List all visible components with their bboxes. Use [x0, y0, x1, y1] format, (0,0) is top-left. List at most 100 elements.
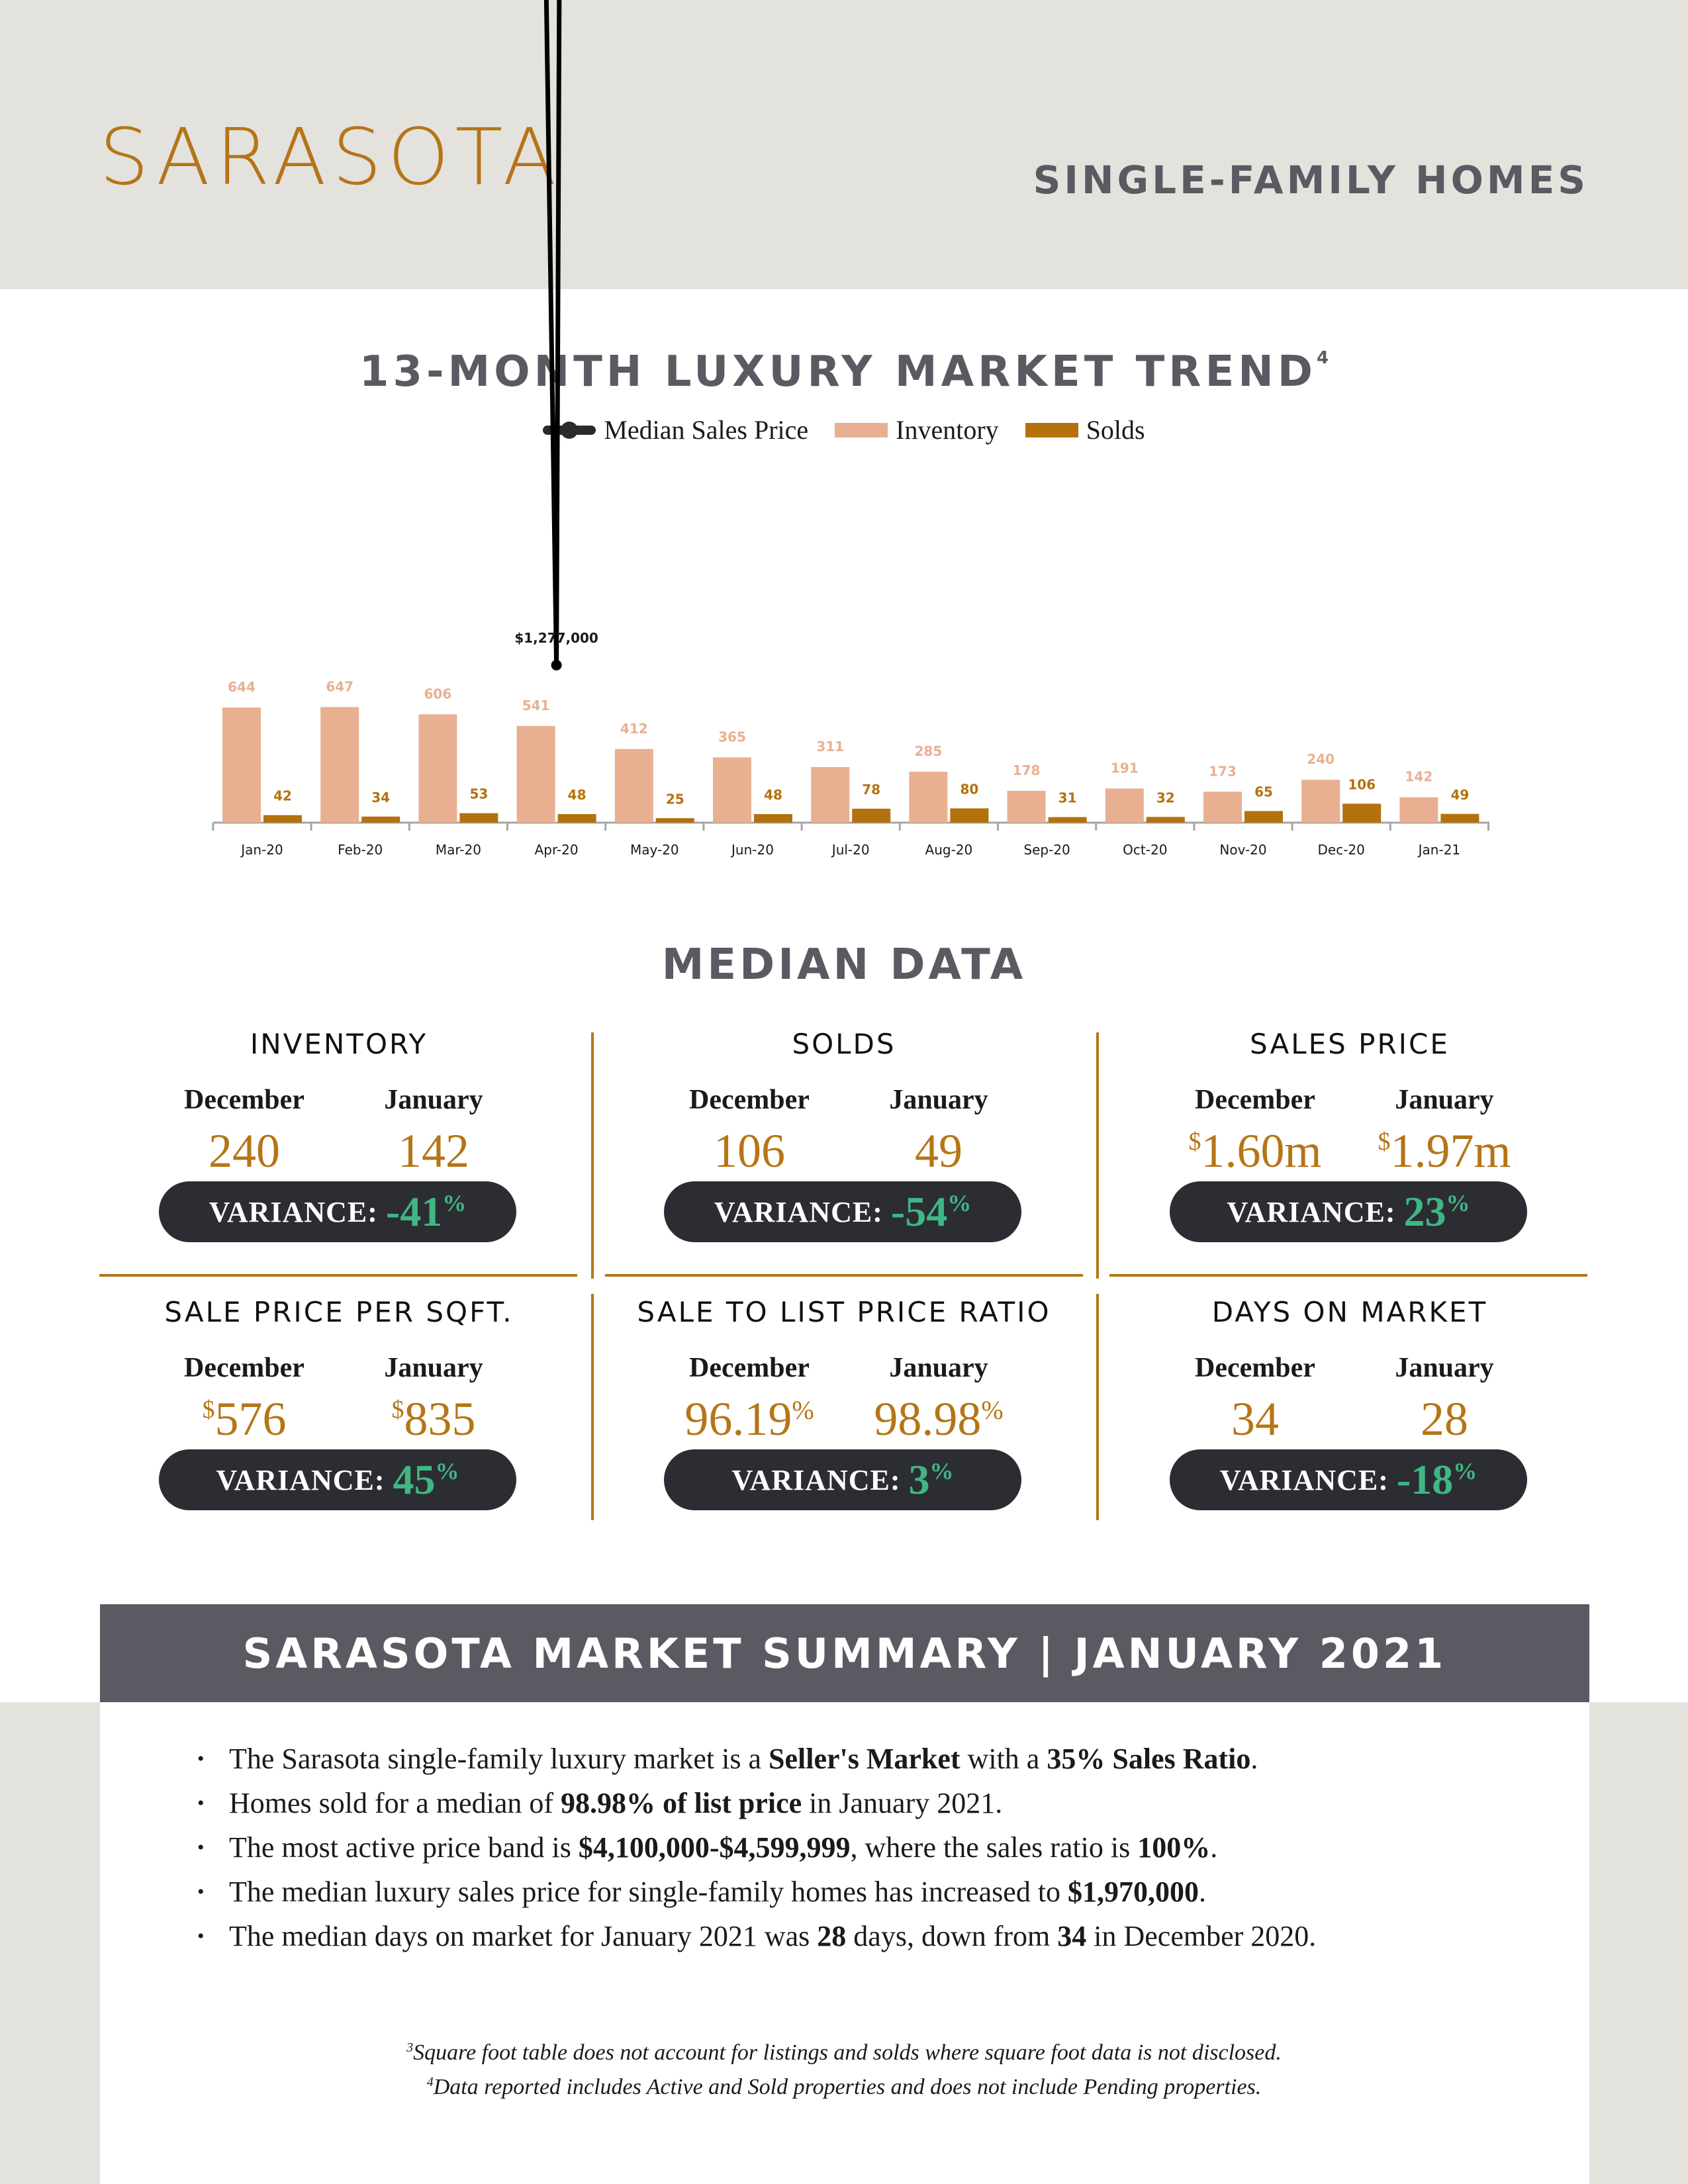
- summary-header: SARASOTA MARKET SUMMARY | JANUARY 2021: [100, 1604, 1589, 1702]
- data-label-inventory: 173: [1209, 763, 1237, 779]
- value-december: 106: [650, 1127, 849, 1175]
- variance-pill: VARIANCE: 45%: [159, 1449, 516, 1510]
- metric-title: SALES PRICE: [1250, 1028, 1450, 1060]
- header-band: [0, 0, 1688, 289]
- bar-inventory: [1105, 788, 1144, 823]
- divider-horizontal-2: [605, 1274, 1083, 1277]
- bar-solds: [459, 813, 498, 823]
- data-label-solds: 34: [371, 790, 390, 805]
- value-prefix: $: [1188, 1128, 1201, 1156]
- summary-text: .: [1199, 1876, 1207, 1908]
- summary-text: .: [1250, 1743, 1258, 1775]
- summary-text: with a: [960, 1743, 1047, 1775]
- value-number: 96.19: [684, 1392, 792, 1445]
- median-cell: SALES PRICE December January $1.60m $1.97m VA…: [1097, 1030, 1603, 1275]
- x-tick-label: Feb-20: [338, 842, 383, 858]
- divider-vertical-3: [591, 1294, 594, 1520]
- summary-text: The median luxury sales price for single…: [229, 1876, 1068, 1908]
- value-january: 49: [839, 1127, 1038, 1175]
- bar-inventory: [1007, 790, 1046, 823]
- x-tick-label: May-20: [630, 842, 679, 858]
- variance-value: 3%: [908, 1456, 954, 1503]
- variance-label: VARIANCE:: [1219, 1463, 1389, 1496]
- variance-pill: VARIANCE: -41%: [159, 1181, 516, 1242]
- bar-solds: [852, 808, 891, 823]
- footnote: 3Square foot table does not account for …: [0, 2033, 1688, 2068]
- value-number: 106: [714, 1124, 785, 1177]
- bar-inventory: [516, 725, 555, 823]
- divider-horizontal-1: [99, 1274, 577, 1277]
- month-label-december: December: [1195, 1353, 1315, 1383]
- legend-label-solds: Solds: [1086, 415, 1145, 445]
- month-label-december: December: [689, 1353, 810, 1383]
- bar-inventory: [1203, 792, 1242, 823]
- bar-inventory: [222, 707, 261, 823]
- trend-title: 13-MONTH LUXURY MARKET TREND4: [0, 349, 1688, 393]
- series-line-median: [543, 0, 562, 668]
- x-tick-label: Jan-20: [240, 842, 283, 858]
- data-label-solds: 32: [1156, 790, 1175, 805]
- value-number: 835: [404, 1392, 476, 1445]
- divider-vertical-2: [1096, 1032, 1099, 1279]
- data-label-inventory: 142: [1405, 769, 1433, 785]
- variance-pill: VARIANCE: 23%: [1170, 1181, 1527, 1242]
- data-label-inventory: 606: [424, 686, 452, 702]
- data-label-inventory: 647: [326, 678, 353, 694]
- variance-suffix: %: [442, 1190, 467, 1216]
- metric-title: INVENTORY: [250, 1028, 428, 1060]
- footnote: 4Data reported includes Active and Sold …: [0, 2068, 1688, 2102]
- month-label-december: December: [689, 1085, 810, 1115]
- month-label-december: December: [184, 1353, 305, 1383]
- footnotes: 3Square foot table does not account for …: [0, 2033, 1688, 2102]
- summary-highlight: Seller's Market: [769, 1743, 961, 1775]
- data-label-inventory: 240: [1307, 751, 1335, 767]
- variance-label: VARIANCE:: [731, 1463, 901, 1496]
- legend-item-solds: Solds: [1025, 417, 1145, 443]
- variance-value: -18%: [1396, 1456, 1477, 1503]
- x-tick-label: Jan-21: [1417, 842, 1461, 858]
- variance-suffix: %: [1446, 1190, 1470, 1216]
- divider-vertical-1: [591, 1032, 594, 1279]
- data-label-solds: 48: [764, 787, 782, 803]
- x-tick-label: Aug-20: [925, 842, 973, 858]
- value-number: 28: [1421, 1392, 1468, 1445]
- summary-text: Homes sold for a median of: [229, 1787, 561, 1819]
- median-cell: SALE TO LIST PRICE RATIO December January 9…: [591, 1298, 1097, 1543]
- data-label-inventory: 178: [1013, 762, 1041, 778]
- summary-text: .: [1210, 1831, 1218, 1864]
- value-december: 34: [1156, 1395, 1354, 1443]
- variance-pill: VARIANCE: 3%: [664, 1449, 1021, 1510]
- x-tick-label: Jun-20: [730, 842, 774, 858]
- value-number: 576: [214, 1392, 287, 1445]
- x-tick-label: Nov-20: [1219, 842, 1266, 858]
- x-tick-label: Apr-20: [535, 842, 579, 858]
- bar-solds: [950, 808, 989, 823]
- median-cell: INVENTORY December January 240 142 VARIANCE: -…: [86, 1030, 592, 1275]
- value-january: $835: [334, 1395, 533, 1443]
- variance-suffix: %: [435, 1458, 459, 1484]
- variance-pill: VARIANCE: -18%: [1170, 1449, 1527, 1510]
- trend-title-text: 13-MONTH LUXURY MARKET TREND: [359, 347, 1317, 396]
- x-tick-label: Mar-20: [436, 842, 481, 858]
- value-prefix: $: [1378, 1128, 1391, 1156]
- summary-text: days, down from: [846, 1920, 1058, 1952]
- bar-solds: [557, 814, 596, 823]
- variance-value: -54%: [890, 1188, 972, 1235]
- bar-solds: [1440, 813, 1479, 823]
- summary-highlight: $1,970,000: [1068, 1876, 1199, 1908]
- value-number: 34: [1231, 1392, 1279, 1445]
- data-label-inventory: 644: [228, 679, 256, 695]
- divider-vertical-4: [1096, 1294, 1099, 1520]
- bar-inventory: [1399, 797, 1438, 823]
- value-suffix: %: [792, 1395, 814, 1425]
- data-label-inventory: 191: [1111, 760, 1139, 776]
- variance-label: VARIANCE:: [714, 1195, 883, 1228]
- bar-inventory: [1301, 780, 1340, 823]
- chart-legend: Median Sales Price Inventory Solds: [0, 417, 1688, 443]
- value-number: 49: [915, 1124, 962, 1177]
- summary-text: The most active price band is: [229, 1831, 579, 1864]
- x-tick-label: Dec-20: [1318, 842, 1365, 858]
- bar-solds: [263, 815, 302, 823]
- value-december: $1.60m: [1156, 1127, 1354, 1175]
- value-january: $1.97m: [1345, 1127, 1544, 1175]
